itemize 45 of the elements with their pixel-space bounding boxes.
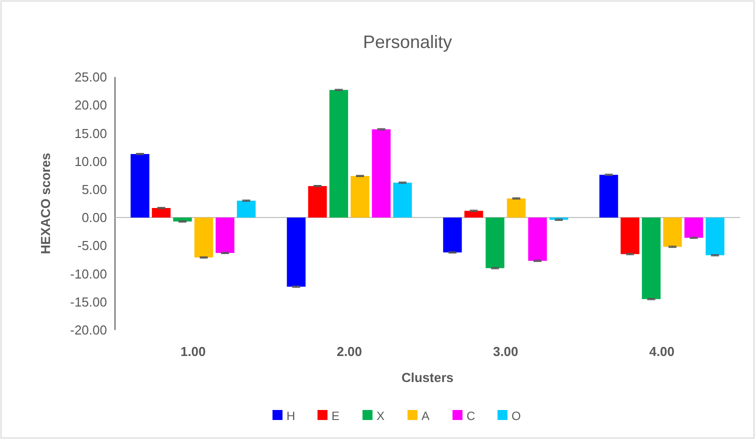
bar	[152, 208, 171, 218]
bar	[706, 218, 724, 256]
bar	[236, 200, 256, 218]
bar	[443, 218, 462, 252]
y-tick-label: -20.00	[70, 322, 107, 338]
bar	[308, 186, 327, 218]
bar	[528, 218, 547, 261]
bar	[372, 129, 391, 218]
bar	[216, 218, 234, 253]
legend-label: X	[376, 409, 385, 423]
bar	[393, 182, 412, 218]
x-tick-label: 3.00	[492, 344, 518, 359]
bar	[684, 218, 704, 238]
x-tick-label: 2.00	[336, 344, 362, 359]
bar	[194, 218, 214, 258]
x-axis-title: Clusters	[401, 370, 454, 385]
bar	[486, 218, 504, 268]
y-tick-label: 20.00	[74, 98, 107, 113]
legend-label: C	[466, 409, 476, 423]
bar	[350, 176, 370, 218]
x-tick-label: 1.00	[180, 344, 206, 359]
y-tick-label: -10.00	[70, 266, 107, 282]
bar	[599, 174, 618, 218]
y-tick-label: -15.00	[70, 294, 107, 310]
bar	[663, 218, 682, 247]
legend-label: O	[512, 409, 521, 423]
bar	[329, 90, 348, 218]
y-tick-label: 25.00	[74, 70, 107, 85]
y-tick-label: 5.00	[82, 182, 107, 197]
y-tick-label: 10.00	[74, 154, 107, 169]
legend-label: E	[332, 409, 340, 423]
legend-label: H	[286, 409, 296, 423]
chart-title: Personality	[362, 32, 452, 52]
y-axis-title: HEXACO scores	[38, 152, 53, 254]
bar	[286, 218, 306, 287]
bar	[642, 218, 661, 300]
bar	[130, 154, 150, 218]
bar	[620, 218, 640, 254]
y-tick-label: 0.00	[82, 210, 107, 226]
y-tick-label: -5.00	[77, 238, 107, 254]
bar	[506, 198, 526, 218]
legend-label: A	[422, 409, 430, 423]
x-tick-label: 4.00	[649, 344, 675, 359]
bar	[464, 210, 484, 218]
y-tick-label: 15.00	[74, 126, 107, 141]
